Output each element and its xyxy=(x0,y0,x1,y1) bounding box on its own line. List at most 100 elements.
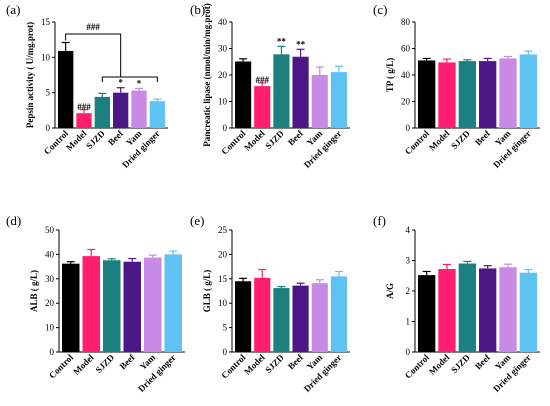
bar-sjzd xyxy=(273,54,290,128)
y-tick-label: 0 xyxy=(50,347,55,357)
bar-control xyxy=(58,50,74,129)
bar-dried-ginger xyxy=(330,276,347,352)
x-tick-label: Beef xyxy=(286,128,306,148)
bar-control xyxy=(235,281,252,352)
bar-dried-ginger xyxy=(164,254,182,352)
x-tick-label: Model xyxy=(427,128,452,153)
y-tick-label: 40 xyxy=(45,249,55,259)
y-tick-label: 20 xyxy=(401,97,411,107)
y-tick-label: 2 xyxy=(406,286,411,296)
y-tick-label: 3 xyxy=(406,256,411,266)
x-tick-label: Model xyxy=(64,128,89,153)
group-bracket xyxy=(101,76,158,82)
y-axis-title: TP ( g/L) xyxy=(385,58,395,93)
x-tick-label: SJZD xyxy=(449,128,472,151)
y-tick-label: 15 xyxy=(218,274,228,284)
bar-yam xyxy=(131,90,147,128)
x-tick-label: Model xyxy=(427,352,452,377)
y-axis-title: GLB ( g/L) xyxy=(202,270,212,313)
bar-yam xyxy=(311,75,328,128)
bar-sjzd xyxy=(103,260,121,352)
y-axis-title: A/G xyxy=(385,283,395,299)
y-tick-label: 10 xyxy=(218,97,228,107)
y-axis-title: ALB ( g/L) xyxy=(29,270,39,312)
x-tick-label: Model xyxy=(71,352,96,377)
x-tick-label: Beef xyxy=(473,128,493,148)
bar-yam xyxy=(499,267,517,352)
y-tick-label: 10 xyxy=(45,323,55,333)
y-tick-label: 40 xyxy=(218,17,228,27)
significance-label: * xyxy=(118,78,123,88)
panel-letter: (a) xyxy=(6,2,20,17)
x-tick-label: Dried ginger xyxy=(491,128,533,170)
chart-panel-1: (b) 0 10 20 30 40 Pancreatic lipase (nmol/min/… xyxy=(190,2,350,170)
y-tick-label: 0 xyxy=(46,123,51,133)
x-tick-label: Beef xyxy=(286,352,306,372)
x-tick-label: Dried ginger xyxy=(136,352,178,394)
bar-model xyxy=(76,113,92,128)
y-tick-label: 20 xyxy=(218,249,228,259)
bar-model xyxy=(82,256,100,352)
x-tick-label: SJZD xyxy=(263,128,286,151)
significance-label: ### xyxy=(77,102,91,112)
x-tick-label: SJZD xyxy=(94,352,117,375)
bar-sjzd xyxy=(458,61,476,128)
bar-dried-ginger xyxy=(519,54,537,128)
bar-control xyxy=(418,275,436,352)
y-tick-label: 40 xyxy=(401,70,411,80)
x-tick-label: Model xyxy=(242,128,267,153)
bar-beef xyxy=(292,285,309,352)
bar-control xyxy=(62,263,80,352)
bracket-label: ### xyxy=(86,22,100,32)
y-tick-label: 20 xyxy=(45,298,55,308)
bar-model xyxy=(438,62,456,128)
y-tick-label: 50 xyxy=(45,225,55,235)
bar-yam xyxy=(144,257,162,352)
bar-control xyxy=(235,61,252,128)
y-tick-label: 30 xyxy=(218,44,228,54)
y-tick-label: 4 xyxy=(406,225,411,235)
panel-letter: (d) xyxy=(6,213,21,228)
y-tick-label: 25 xyxy=(218,225,228,235)
y-tick-label: 10 xyxy=(41,52,51,62)
bar-beef xyxy=(113,92,129,128)
bar-yam xyxy=(499,58,517,128)
x-tick-label: SJZD xyxy=(263,352,286,375)
x-tick-label: Beef xyxy=(473,352,493,372)
y-tick-label: 0 xyxy=(406,123,411,133)
significance-label: ** xyxy=(296,39,306,49)
panel-letter: (e) xyxy=(190,213,204,228)
bar-model xyxy=(438,269,456,352)
bar-beef xyxy=(479,268,497,352)
y-tick-label: 5 xyxy=(46,88,51,98)
panel-letter: (b) xyxy=(190,2,205,17)
significance-label: * xyxy=(137,78,142,88)
y-axis-title: Pepsin activity ( U/mg.prot) xyxy=(25,22,35,128)
y-tick-label: 60 xyxy=(401,44,411,54)
bar-dried-ginger xyxy=(330,72,347,128)
significance-label: ### xyxy=(256,75,270,85)
y-tick-label: 10 xyxy=(218,298,228,308)
y-tick-label: 20 xyxy=(218,70,228,80)
y-tick-label: 80 xyxy=(401,17,411,27)
panel-letter: (f) xyxy=(373,213,386,228)
bar-control xyxy=(418,60,436,128)
x-tick-label: SJZD xyxy=(449,352,472,375)
bar-beef xyxy=(479,61,497,128)
y-tick-label: 1 xyxy=(406,317,411,327)
bar-model xyxy=(254,277,271,352)
y-tick-label: 5 xyxy=(223,323,228,333)
significance-label: ** xyxy=(277,36,287,46)
bar-model xyxy=(254,86,271,128)
panel-letter: (c) xyxy=(373,2,387,17)
bar-dried-ginger xyxy=(519,272,537,352)
y-tick-label: 30 xyxy=(45,274,55,284)
bar-beef xyxy=(292,56,309,129)
y-tick-label: 0 xyxy=(406,347,411,357)
x-tick-label: Beef xyxy=(118,352,138,372)
